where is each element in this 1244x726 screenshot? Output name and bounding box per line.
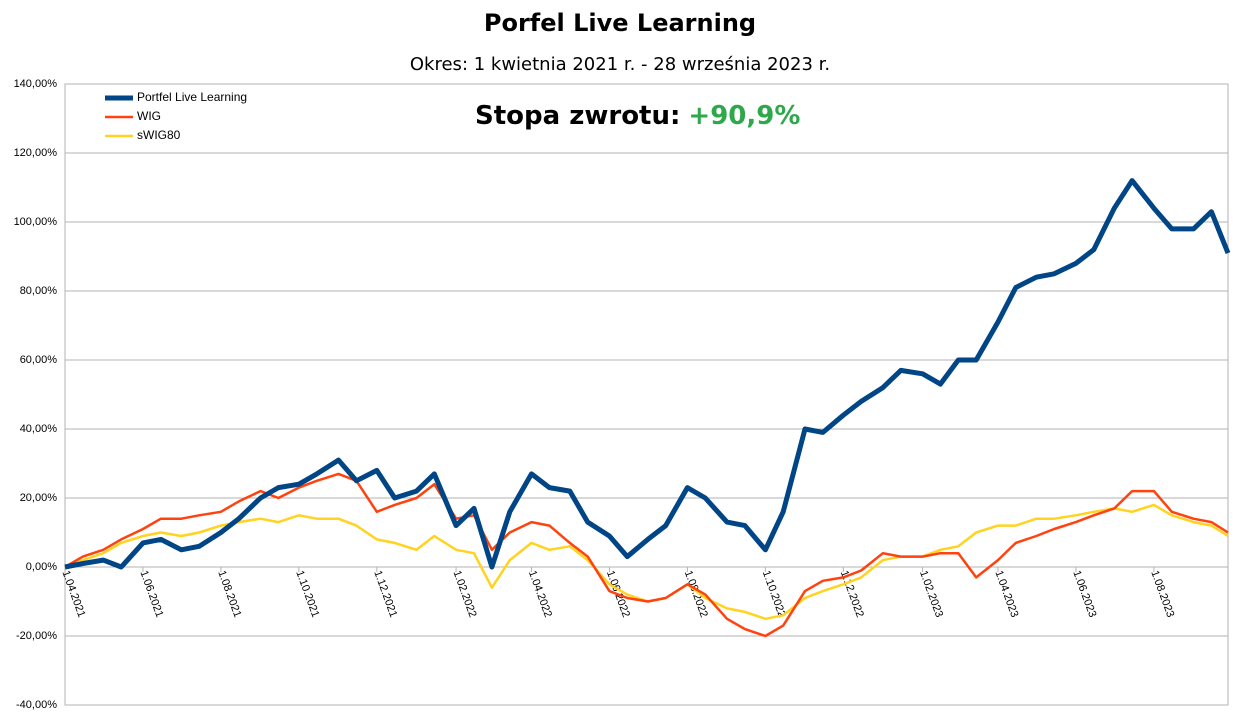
- y-tick-label: 40,00%: [20, 423, 58, 435]
- series-line: [64, 178, 1231, 570]
- chart-subtitle: Okres: 1 kwietnia 2021 r. - 28 września …: [410, 54, 830, 75]
- x-tick-label: 1.06.2021: [137, 569, 165, 619]
- y-tick-label: 120,00%: [14, 147, 58, 159]
- y-tick-label: -40,00%: [16, 699, 57, 711]
- x-tick-label: 1.04.2022: [526, 569, 554, 619]
- x-tick-label: 1.12.2021: [371, 569, 399, 619]
- y-tick-label: 60,00%: [20, 354, 58, 366]
- x-tick-label: 1.08.2021: [215, 569, 243, 619]
- y-tick-label: 100,00%: [14, 216, 58, 228]
- y-tick-label: 0,00%: [26, 561, 57, 573]
- plot-border: [64, 83, 1229, 706]
- annotation: Stopa zwrotu: +90,9%: [475, 101, 800, 131]
- y-tick-label: 20,00%: [20, 492, 58, 504]
- annotation-label: Stopa zwrotu:: [475, 101, 680, 131]
- x-tick-label: 1.06.2023: [1070, 569, 1098, 619]
- x-tick-label: 1.02.2023: [917, 569, 945, 619]
- y-tick-label: 80,00%: [20, 285, 58, 297]
- legend-label: Portfel Live Learning: [137, 90, 247, 104]
- x-tick-label: 1.04.2021: [59, 569, 87, 619]
- x-tick-label: 1.08.2023: [1148, 569, 1176, 619]
- x-tick-label: 1.02.2022: [451, 569, 479, 619]
- chart-title: Porfel Live Learning: [484, 9, 756, 37]
- legend-label: sWIG80: [137, 128, 181, 142]
- x-tick-label: 1.10.2022: [760, 569, 788, 619]
- y-tick-label: 140,00%: [14, 78, 58, 90]
- annotation-value: +90,9%: [688, 101, 800, 131]
- legend-label: WIG: [137, 109, 161, 123]
- series-line: [64, 472, 1229, 638]
- x-tick-label: 1.04.2023: [992, 569, 1020, 619]
- y-tick-label: -20,00%: [16, 630, 57, 642]
- x-tick-label: 1.10.2021: [293, 569, 321, 619]
